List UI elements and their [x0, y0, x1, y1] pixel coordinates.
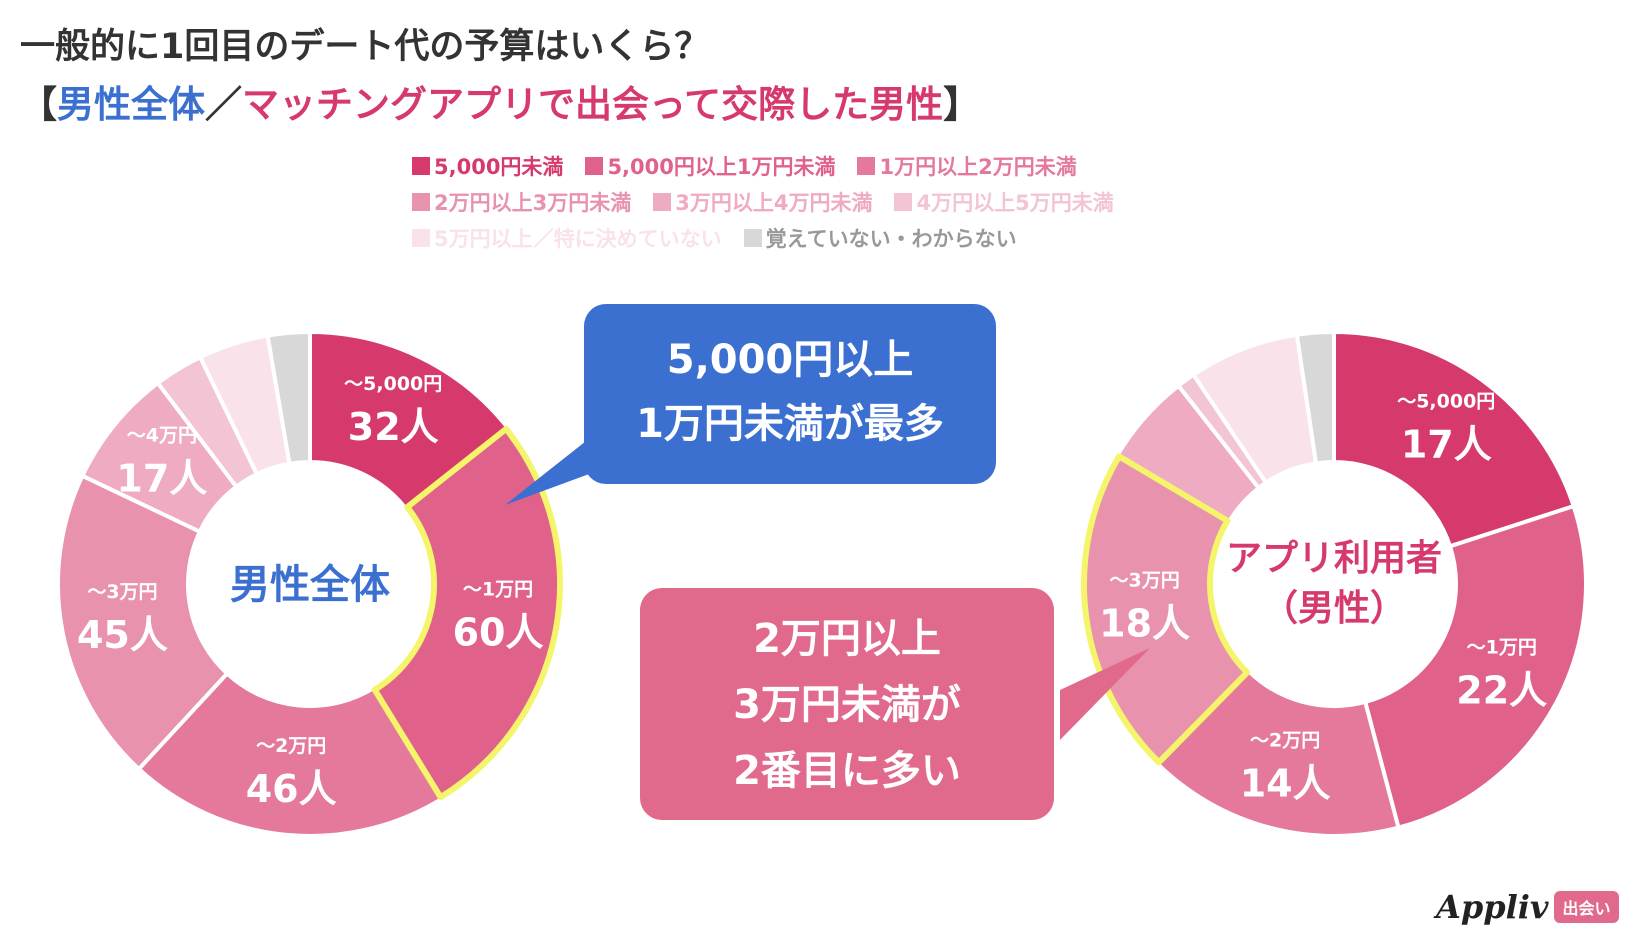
donut-slice	[265, 329, 312, 467]
slice-count-label: 46人	[246, 767, 337, 811]
slice-count-label: 18人	[1099, 602, 1190, 646]
callout-line: 3万円未満が	[733, 682, 961, 728]
legend-label: 3万円以上4万円未満	[675, 191, 873, 215]
donut-slice	[1362, 503, 1589, 831]
highlight-outline	[371, 425, 563, 801]
callout-line: 2万円以上	[753, 616, 941, 662]
donut-slice	[56, 473, 230, 772]
legend-item: 5,000円以上1万円未満	[585, 151, 835, 181]
subtitle-separator: ／	[205, 83, 242, 126]
slice-count-label: 17人	[116, 456, 207, 500]
legend-label: 2万円以上3万円未満	[434, 191, 632, 215]
slice-count-label: 22人	[1456, 668, 1547, 712]
legend-row: 5万円以上／特に決めていない 覚えていない・わからない	[412, 220, 1272, 256]
legend-row: 2万円以上3万円未満 3万円以上4万円未満 4万円以上5万円未満	[412, 184, 1272, 220]
donut-chart: 〜5,000円 32人〜1万円 60人〜2万円 46人 〜3万円 45人 〜4万円 17人男性…	[56, 329, 564, 838]
slice-count-label: 32人	[348, 405, 439, 449]
legend-label: 5万円以上／特に決めていない	[434, 227, 722, 251]
slice-count-label: 45人	[77, 613, 168, 657]
legend-item: 2万円以上3万円未満	[412, 187, 631, 217]
legend-swatch	[857, 157, 876, 175]
slice-range-label: 〜3万円	[1109, 570, 1179, 592]
legend-label: 覚えていない・わからない	[765, 227, 1017, 251]
callout-most-common: 5,000円以上 1万円未満が最多	[584, 304, 996, 484]
slice-range-label: 〜3万円	[87, 581, 157, 603]
subtitle-app-men: マッチングアプリで出会って交際した男性	[242, 83, 944, 126]
legend-label: 5,000円以上1万円未満	[607, 155, 836, 179]
donut-slice	[1154, 668, 1401, 838]
slice-range-label: 〜4万円	[127, 424, 197, 446]
appliv-logo: Appliv 出会い	[1436, 888, 1619, 926]
legend-row: 5,000円未満 5,000円以上1万円未満 1万円以上2万円未満	[412, 148, 1272, 184]
donut-slice	[136, 670, 445, 838]
callout-line: 1万円未満が最多	[636, 401, 944, 447]
donut-slice	[1332, 329, 1577, 549]
subtitle-bracket-open: 【	[20, 83, 57, 126]
donut-center-label: アプリ利用者	[1226, 538, 1442, 579]
subtitle-bracket-close: 】	[943, 83, 981, 126]
donut-center-label: 男性全体	[230, 562, 390, 608]
slice-count-label: 17人	[1401, 422, 1492, 466]
legend-swatch	[585, 157, 604, 175]
legend-item: 1万円以上2万円未満	[857, 151, 1077, 181]
slice-range-label: 〜1万円	[463, 578, 533, 600]
slice-range-label: 〜2万円	[256, 735, 326, 757]
legend-item: 4万円以上5万円未満	[894, 187, 1114, 217]
legend-swatch	[894, 193, 913, 211]
logo-badge: 出会い	[1554, 891, 1619, 923]
slice-range-label: 〜5,000円	[1397, 390, 1495, 412]
callout-tail	[1060, 648, 1150, 740]
legend-item: 3万円以上4万円未満	[653, 187, 872, 217]
legend-swatch	[412, 157, 430, 175]
legend-label: 4万円以上5万円未満	[916, 191, 1114, 215]
legend-item: 5万円以上／特に決めていない	[412, 223, 722, 253]
slice-range-label: 〜1万円	[1467, 636, 1537, 658]
slice-range-label: 〜2万円	[1250, 730, 1320, 752]
chart-legend: 5,000円未満 5,000円以上1万円未満 1万円以上2万円未満 2万円以上3…	[412, 148, 1272, 256]
callout-line: 2番目に多い	[733, 748, 961, 794]
callout-tail	[505, 430, 600, 505]
callout-second-most: 2万円以上 3万円未満が 2番目に多い	[640, 588, 1054, 820]
legend-item: 覚えていない・わからない	[743, 223, 1017, 253]
callout-line: 5,000円以上	[666, 337, 914, 383]
subtitle-all-men: 男性全体	[57, 83, 205, 126]
legend-swatch	[653, 193, 672, 211]
slice-range-label: 〜5,000円	[344, 373, 442, 395]
logo-wordmark: Appliv	[1436, 888, 1549, 926]
legend-item: 5,000円未満	[412, 151, 563, 181]
legend-swatch	[743, 229, 762, 247]
legend-swatch	[412, 229, 430, 247]
legend-label: 1万円以上2万円未満	[879, 155, 1077, 179]
legend-label: 5,000円未満	[434, 155, 564, 179]
slice-count-label: 60人	[453, 610, 544, 654]
donut-center-label: （男性）	[1262, 588, 1406, 629]
page-title: 一般的に1回目のデート代の予算はいくら？	[20, 27, 710, 67]
legend-swatch	[412, 193, 430, 211]
donut-slice	[1294, 329, 1336, 466]
slice-count-label: 14人	[1240, 762, 1331, 806]
page-subtitle: 【男性全体／マッチングアプリで出会って交際した男性】	[20, 74, 980, 128]
